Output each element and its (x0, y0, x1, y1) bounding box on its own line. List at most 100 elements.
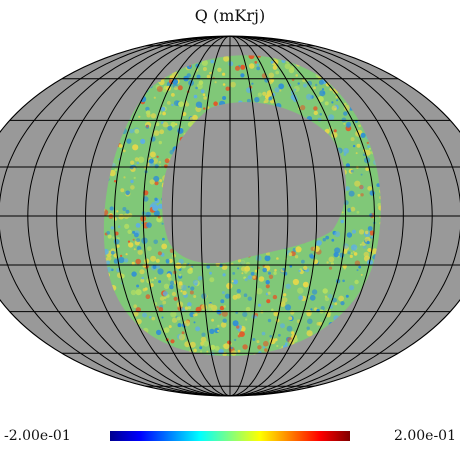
data-speck (279, 301, 286, 308)
data-speck (272, 201, 278, 206)
data-speck (106, 339, 110, 343)
data-speck (184, 193, 187, 196)
data-speck (126, 99, 129, 102)
data-speck (105, 260, 110, 265)
data-speck (367, 50, 373, 56)
data-speck (213, 111, 217, 115)
data-speck (150, 362, 156, 367)
data-speck (222, 318, 227, 323)
data-speck (178, 273, 182, 277)
data-speck (190, 286, 195, 291)
data-speck (108, 291, 113, 296)
data-speck (377, 48, 381, 53)
data-speck (343, 153, 347, 156)
data-speck (365, 230, 369, 235)
data-speck (240, 221, 246, 227)
data-speck (208, 210, 212, 214)
data-speck (340, 219, 345, 224)
data-speck (111, 343, 115, 347)
data-speck (344, 187, 348, 191)
data-speck (135, 258, 141, 265)
data-speck (175, 262, 182, 269)
data-speck (113, 258, 119, 264)
data-speck (232, 320, 239, 327)
data-speck (171, 291, 177, 297)
data-speck (123, 112, 128, 117)
data-speck (145, 110, 151, 115)
data-speck (273, 311, 279, 317)
data-speck (130, 179, 134, 184)
data-speck (334, 231, 341, 238)
data-speck (162, 175, 169, 182)
data-speck (191, 191, 195, 194)
data-speck (256, 131, 263, 138)
data-speck (237, 349, 241, 353)
data-speck (118, 213, 125, 220)
data-speck (186, 356, 192, 362)
data-speck (212, 238, 217, 243)
data-speck (114, 353, 119, 358)
data-speck (351, 316, 355, 321)
data-speck (289, 129, 293, 133)
data-speck (139, 269, 145, 275)
data-speck (126, 323, 130, 327)
data-speck (93, 256, 99, 262)
data-speck (263, 106, 269, 111)
data-speck (271, 114, 278, 121)
data-speck (383, 338, 390, 344)
data-speck (333, 129, 337, 133)
data-speck (200, 336, 207, 343)
data-speck (95, 342, 101, 348)
data-speck (122, 149, 126, 153)
data-speck (328, 266, 333, 270)
data-speck (201, 255, 209, 262)
data-speck (129, 339, 133, 343)
data-speck (134, 232, 139, 238)
data-speck (123, 258, 129, 263)
data-speck (358, 124, 361, 128)
data-speck (180, 142, 185, 147)
data-speck (355, 88, 360, 92)
data-speck (338, 43, 342, 46)
data-speck (212, 226, 216, 231)
data-speck (142, 84, 145, 87)
data-speck (155, 258, 160, 263)
data-speck (367, 145, 370, 148)
data-speck (247, 133, 251, 137)
data-speck (355, 46, 362, 53)
data-speck (215, 228, 218, 232)
data-speck (192, 216, 197, 221)
data-speck (228, 172, 233, 177)
data-speck (309, 294, 316, 301)
data-speck (105, 177, 110, 182)
data-speck (303, 265, 308, 271)
data-speck (202, 358, 208, 364)
data-speck (114, 117, 118, 120)
data-speck (248, 205, 253, 210)
data-speck (364, 311, 368, 316)
data-speck (224, 133, 230, 139)
data-speck (247, 123, 254, 129)
data-speck (165, 221, 172, 228)
data-speck (155, 122, 160, 127)
data-speck (346, 123, 351, 128)
data-speck (94, 241, 98, 245)
data-speck (336, 99, 339, 102)
data-speck (313, 352, 318, 358)
data-speck (315, 83, 318, 87)
data-speck (280, 185, 283, 188)
data-speck (137, 156, 145, 163)
data-speck (178, 244, 182, 248)
data-speck (347, 208, 352, 213)
data-speck (209, 50, 215, 56)
data-speck (93, 71, 100, 78)
data-speck (130, 185, 135, 190)
data-speck (197, 252, 202, 258)
data-speck (195, 326, 201, 332)
data-speck (372, 293, 376, 296)
data-speck (274, 87, 280, 93)
data-speck (175, 49, 181, 55)
data-speck (108, 137, 115, 144)
data-speck (231, 182, 237, 189)
data-speck (130, 289, 137, 296)
